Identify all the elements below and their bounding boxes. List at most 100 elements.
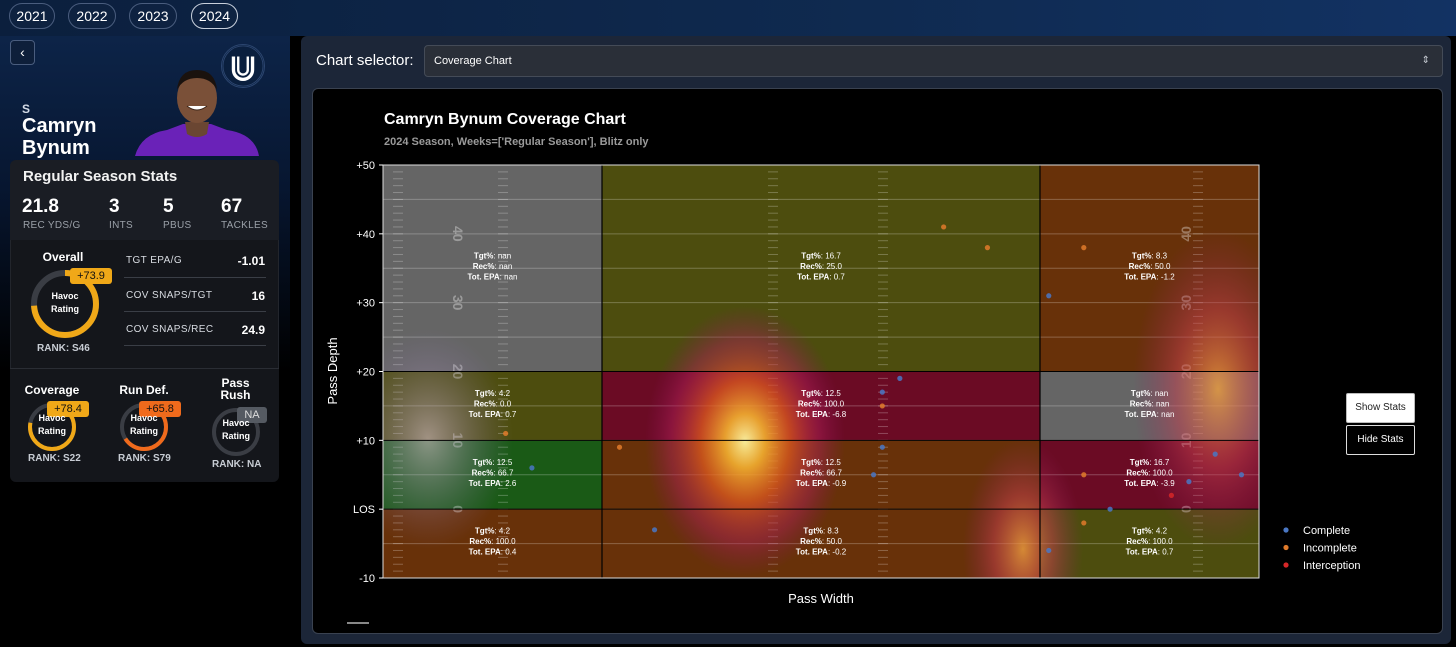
zone-stat-short-right: Rec%: 100.0	[1126, 468, 1173, 477]
data-point-complete	[1046, 547, 1052, 554]
zone-stat-label: Tot. EPA	[1125, 410, 1157, 419]
zone-stat-value: : nan	[1150, 389, 1168, 398]
zone-stat-label: Tgt%	[475, 527, 495, 536]
zone-stat-short-right: Tot. EPA: -3.9	[1124, 479, 1175, 488]
zone-stat-intermediate-middle: Tgt%: 12.5	[801, 389, 841, 398]
pass-rush-title: Pass Rush	[220, 376, 251, 402]
heat-blob	[963, 439, 1083, 578]
year-button-2023[interactable]: 2023	[129, 3, 177, 29]
run-def-rank-label: RANK:	[118, 453, 151, 464]
zone-stat-deep-right: Rec%: 50.0	[1129, 262, 1171, 271]
divider	[124, 345, 266, 346]
overall-ring-label-1: Havoc	[51, 291, 79, 301]
pass-rush-ring-label-2: Rating	[222, 431, 250, 441]
zone-stat-label: Rec%	[472, 468, 494, 477]
stat-value-ints: 3	[109, 196, 120, 217]
legend-marker	[1283, 544, 1289, 551]
overall-rank-value: S46	[72, 343, 90, 354]
data-point-complete	[897, 375, 903, 381]
player-name: Camryn Bynum	[22, 115, 96, 159]
year-button-2022[interactable]: 2022	[68, 3, 116, 29]
data-point-incomplete	[879, 403, 885, 409]
zone-stat-label: Rec%	[798, 399, 820, 408]
legend-label: Complete	[1303, 525, 1350, 537]
zone-stat-label: Tot. EPA	[469, 479, 501, 488]
overall-rank-label: RANK:	[37, 343, 70, 354]
zone-stat-deep-middle: Tgt%: 16.7	[801, 251, 841, 260]
chart-selector-label: Chart selector:	[316, 52, 414, 69]
data-point-complete	[651, 527, 658, 533]
year-button-2024[interactable]: 2024	[191, 3, 238, 29]
overall-rating-ring	[31, 270, 99, 338]
metric-value-cov-snaps-tgt: 16	[251, 289, 265, 303]
zone-stat-label: Rec%	[1129, 262, 1151, 271]
regular-season-title: Regular Season Stats	[23, 168, 178, 185]
metric-label-cov-snaps-tgt: COV SNAPS/TGT	[126, 290, 213, 301]
zone-stat-intermediate-left: Tot. EPA: 0.7	[469, 410, 517, 419]
zone-stat-value: : -3.9	[1156, 479, 1175, 488]
show-stats-button[interactable]: Show Stats	[1346, 393, 1415, 423]
y-tick-label: -10	[359, 573, 375, 585]
zone-stat-label: Tot. EPA	[796, 548, 828, 557]
zone-stat-label: Tot. EPA	[796, 479, 828, 488]
overall-badge: +73.9	[70, 268, 112, 284]
legend-label: Interception	[1303, 560, 1360, 572]
zone-stat-value: : 16.7	[821, 251, 842, 260]
data-point-complete	[1046, 293, 1052, 299]
data-point-complete	[879, 444, 885, 450]
year-button-2021[interactable]: 2021	[9, 3, 55, 29]
pass-rush-rank-label: RANK:	[212, 459, 245, 470]
y-tick-label: LOS	[353, 504, 375, 516]
regular-season-card	[10, 160, 279, 240]
zone-stat-label: Tot. EPA	[797, 272, 829, 281]
zone-stat-intermediate-middle: Tot. EPA: -6.8	[796, 410, 847, 419]
player-position: S	[22, 102, 31, 116]
data-point-interception	[1168, 492, 1174, 498]
zone-stat-intermediate-right: Tot. EPA: nan	[1125, 410, 1175, 419]
coverage-rank-label: RANK:	[28, 453, 61, 464]
zone-stat-value: : 8.3	[1151, 251, 1167, 260]
zone-stat-value: : 66.7	[822, 468, 843, 477]
y-tick-label: +10	[356, 435, 375, 447]
player-last-name: Bynum	[22, 137, 90, 159]
pass-rush-badge: NA	[237, 407, 267, 423]
zone-stat-value: : nan	[1152, 399, 1170, 408]
coverage-badge: +78.4	[47, 401, 89, 417]
zone-stat-value: : 50.0	[1150, 262, 1171, 271]
zone-stat-behind-left: Tot. EPA: 0.4	[469, 548, 517, 557]
run-def-title: Run Def.	[119, 383, 169, 397]
stat-label-pbus: PBUS	[163, 220, 192, 231]
zone-stat-label: Rec%	[469, 537, 491, 546]
metric-label-cov-snaps-rec: COV SNAPS/REC	[126, 324, 214, 335]
zone-stat-label: Tgt%	[801, 251, 821, 260]
zone-stat-label: Tot. EPA	[1126, 548, 1158, 557]
heat-blob	[645, 306, 845, 576]
zone-stat-intermediate-middle: Rec%: 100.0	[798, 399, 845, 408]
zone-stat-value: : 4.2	[1151, 527, 1167, 536]
zone-stat-label: Rec%	[1126, 468, 1148, 477]
zone-stat-deep-middle: Rec%: 25.0	[800, 262, 842, 271]
zone-stat-value: : nan	[1157, 410, 1175, 419]
hide-stats-button[interactable]: Hide Stats	[1346, 425, 1415, 455]
zone-stat-value: : 100.0	[491, 537, 516, 546]
zone-stat-value: : 12.5	[492, 458, 513, 467]
zone-stat-short-left: Tgt%: 12.5	[473, 458, 513, 467]
back-button[interactable]: ‹	[10, 40, 35, 65]
zone-stat-value: : 100.0	[820, 399, 845, 408]
zone-stat-value: : -0.9	[828, 479, 847, 488]
zone-stat-behind-left: Tgt%: 4.2	[475, 527, 511, 536]
zone-stat-label: Tot. EPA	[1124, 272, 1156, 281]
zone-stat-label: Tgt%	[473, 458, 493, 467]
zone-stat-value: : 0.7	[829, 272, 845, 281]
overall-title: Overall	[42, 250, 84, 264]
zone-stat-value: : nan	[493, 251, 511, 260]
zone-stat-value: : 12.5	[821, 458, 842, 467]
data-point-incomplete	[1081, 245, 1087, 251]
zone-stat-behind-middle: Tot. EPA: -0.2	[796, 548, 847, 557]
zone-stat-value: : 4.2	[494, 527, 510, 536]
chart-selector[interactable]: Coverage Chart ⇕	[424, 45, 1443, 77]
data-point-incomplete	[941, 224, 947, 230]
heat-blob	[1133, 229, 1259, 549]
zone-stat-deep-left: Tot. EPA: nan	[468, 272, 518, 281]
zone-stat-intermediate-right: Tgt%: nan	[1131, 389, 1168, 398]
